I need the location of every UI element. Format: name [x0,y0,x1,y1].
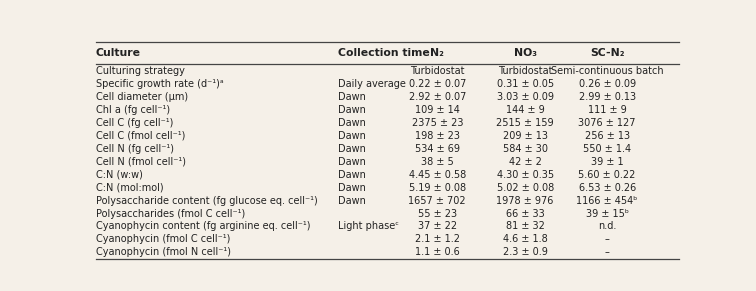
Text: 198 ± 23: 198 ± 23 [415,131,460,141]
Text: Dawn: Dawn [338,118,365,127]
Text: 2515 ± 159: 2515 ± 159 [497,118,554,127]
Text: 4.30 ± 0.35: 4.30 ± 0.35 [497,170,553,180]
Text: –: – [605,247,609,258]
Text: 4.45 ± 0.58: 4.45 ± 0.58 [409,170,466,180]
Text: 66 ± 33: 66 ± 33 [506,209,544,219]
Text: 256 ± 13: 256 ± 13 [584,131,630,141]
Text: 584 ± 30: 584 ± 30 [503,143,547,154]
Text: Dawn: Dawn [338,170,365,180]
Text: Collection time: Collection time [338,48,429,58]
Text: 534 ± 69: 534 ± 69 [415,143,460,154]
Text: Cell N (fg cell⁻¹): Cell N (fg cell⁻¹) [96,143,174,154]
Text: 0.26 ± 0.09: 0.26 ± 0.09 [578,79,636,88]
Text: Dawn: Dawn [338,157,365,166]
Text: 3076 ± 127: 3076 ± 127 [578,118,636,127]
Text: 39 ± 15ᵇ: 39 ± 15ᵇ [586,209,629,219]
Text: 5.02 ± 0.08: 5.02 ± 0.08 [497,182,553,193]
Text: 3.03 ± 0.09: 3.03 ± 0.09 [497,92,553,102]
Text: 39 ± 1: 39 ± 1 [591,157,624,166]
Text: 2.92 ± 0.07: 2.92 ± 0.07 [408,92,466,102]
Text: Cyanophycin (fmol N cell⁻¹): Cyanophycin (fmol N cell⁻¹) [96,247,231,258]
Text: 81 ± 32: 81 ± 32 [506,221,544,232]
Text: SC-N₂: SC-N₂ [590,48,624,58]
Text: 109 ± 14: 109 ± 14 [415,104,460,115]
Text: 38 ± 5: 38 ± 5 [421,157,454,166]
Text: N₂: N₂ [430,48,445,58]
Text: Semi-continuous batch: Semi-continuous batch [551,65,664,76]
Text: Turbidostat: Turbidostat [410,65,464,76]
Text: C:N (mol:mol): C:N (mol:mol) [96,182,163,193]
Text: 1657 ± 702: 1657 ± 702 [408,196,466,205]
Text: –: – [605,235,609,244]
Text: Dawn: Dawn [338,182,365,193]
Text: 111 ± 9: 111 ± 9 [587,104,627,115]
Text: Cyanophycin content (fg arginine eq. cell⁻¹): Cyanophycin content (fg arginine eq. cel… [96,221,310,232]
Text: 2375 ± 23: 2375 ± 23 [411,118,463,127]
Text: 55 ± 23: 55 ± 23 [417,209,457,219]
Text: Turbidostat: Turbidostat [498,65,553,76]
Text: Cell C (fmol cell⁻¹): Cell C (fmol cell⁻¹) [96,131,185,141]
Text: 2.3 ± 0.9: 2.3 ± 0.9 [503,247,547,258]
Text: 37 ± 22: 37 ± 22 [417,221,457,232]
Text: Culture: Culture [96,48,141,58]
Text: 0.22 ± 0.07: 0.22 ± 0.07 [408,79,466,88]
Text: Dawn: Dawn [338,92,365,102]
Text: 144 ± 9: 144 ± 9 [506,104,544,115]
Text: Specific growth rate (d⁻¹)ᵃ: Specific growth rate (d⁻¹)ᵃ [96,79,223,88]
Text: 6.53 ± 0.26: 6.53 ± 0.26 [578,182,636,193]
Text: 42 ± 2: 42 ± 2 [509,157,541,166]
Text: 5.19 ± 0.08: 5.19 ± 0.08 [409,182,466,193]
Text: Chl a (fg cell⁻¹): Chl a (fg cell⁻¹) [96,104,170,115]
Text: C:N (w:w): C:N (w:w) [96,170,143,180]
Text: 5.60 ± 0.22: 5.60 ± 0.22 [578,170,636,180]
Text: Daily average: Daily average [338,79,405,88]
Text: Cell N (fmol cell⁻¹): Cell N (fmol cell⁻¹) [96,157,186,166]
Text: 4.6 ± 1.8: 4.6 ± 1.8 [503,235,547,244]
Text: 2.99 ± 0.13: 2.99 ± 0.13 [578,92,636,102]
Text: 1166 ± 454ᵇ: 1166 ± 454ᵇ [577,196,638,205]
Text: 550 ± 1.4: 550 ± 1.4 [583,143,631,154]
Text: Light phaseᶜ: Light phaseᶜ [338,221,398,232]
Text: Dawn: Dawn [338,143,365,154]
Text: Dawn: Dawn [338,131,365,141]
Text: n.d.: n.d. [598,221,616,232]
Text: 0.31 ± 0.05: 0.31 ± 0.05 [497,79,553,88]
Text: Dawn: Dawn [338,104,365,115]
Text: Cell C (fg cell⁻¹): Cell C (fg cell⁻¹) [96,118,173,127]
Text: Cyanophycin (fmol C cell⁻¹): Cyanophycin (fmol C cell⁻¹) [96,235,230,244]
Text: 209 ± 13: 209 ± 13 [503,131,547,141]
Text: Polysaccharides (fmol C cell⁻¹): Polysaccharides (fmol C cell⁻¹) [96,209,245,219]
Text: 1978 ± 976: 1978 ± 976 [497,196,554,205]
Text: Dawn: Dawn [338,196,365,205]
Text: 2.1 ± 1.2: 2.1 ± 1.2 [415,235,460,244]
Text: Cell diameter (μm): Cell diameter (μm) [96,92,187,102]
Text: Culturing strategy: Culturing strategy [96,65,184,76]
Text: 1.1 ± 0.6: 1.1 ± 0.6 [415,247,460,258]
Text: Polysaccharide content (fg glucose eq. cell⁻¹): Polysaccharide content (fg glucose eq. c… [96,196,318,205]
Text: NO₃: NO₃ [513,48,537,58]
